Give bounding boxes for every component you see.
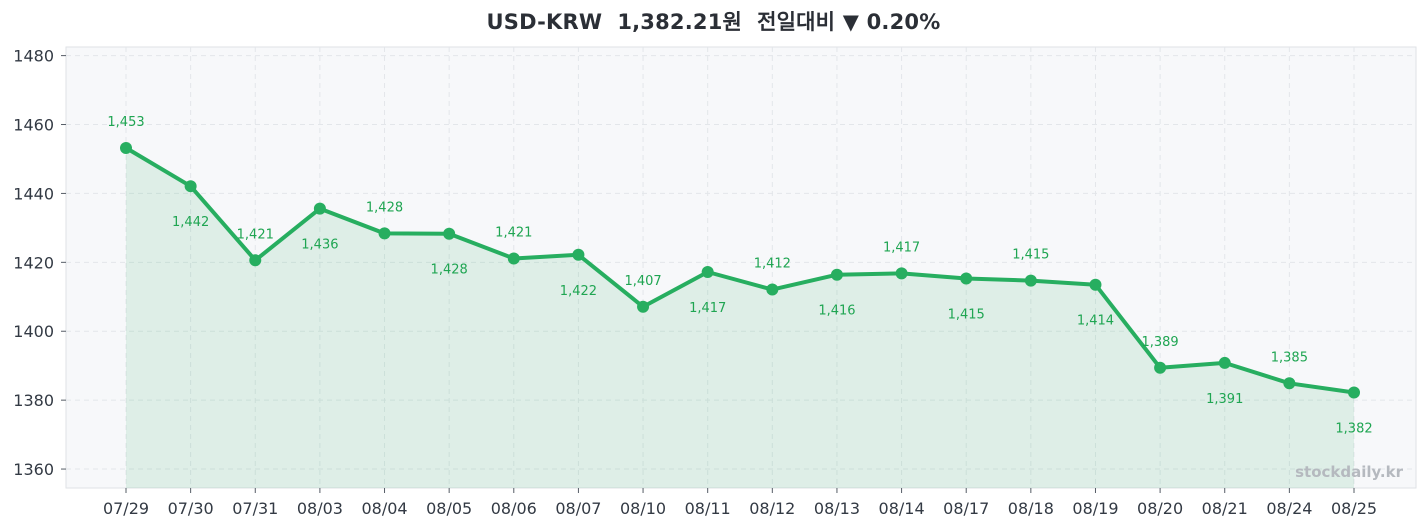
data-point (443, 227, 456, 240)
grid-lines (66, 47, 1416, 488)
x-tick-label: 08/07 (555, 499, 601, 518)
data-point (1089, 278, 1102, 291)
data-label: 1,428 (431, 263, 468, 278)
series-line (124, 146, 1355, 395)
data-point (1283, 377, 1296, 390)
data-label: 1,422 (560, 284, 597, 299)
data-label: 1,453 (107, 115, 144, 130)
data-label: 1,415 (948, 308, 985, 323)
x-tick-label: 07/31 (232, 499, 278, 518)
data-point (960, 272, 973, 285)
data-label: 1,415 (1012, 248, 1049, 263)
title-pair: USD-KRW (486, 10, 603, 34)
plot-area (65, 46, 1417, 489)
x-tick-label: 08/17 (943, 499, 989, 518)
data-point (572, 248, 585, 261)
data-points (120, 141, 1360, 399)
data-point (378, 227, 391, 240)
title-change-arrow: ▼ (842, 10, 860, 34)
y-tick-label: 1420 (13, 253, 54, 272)
x-tick-label: 08/21 (1202, 499, 1248, 518)
x-tick-label: 08/13 (814, 499, 860, 518)
data-label: 1,389 (1141, 335, 1178, 350)
data-label: 1,391 (1206, 392, 1243, 407)
y-tick-label: 1480 (13, 47, 54, 66)
data-label: 1,428 (366, 200, 403, 215)
watermark: stockdaily.kr (1295, 463, 1403, 481)
data-label: 1,412 (754, 257, 791, 272)
data-point (249, 254, 262, 267)
y-tick-label: 1380 (13, 391, 54, 410)
data-labels: 1,453 1,442 1,421 1,436 1,428 1,428 1,421 1,422… (107, 115, 1372, 437)
y-tick-label: 1460 (13, 116, 54, 135)
x-tick-label: 08/03 (297, 499, 343, 518)
x-tick-label: 08/11 (685, 499, 731, 518)
data-label: 1,421 (495, 226, 532, 241)
x-tick-label: 07/30 (168, 499, 214, 518)
data-label: 1,414 (1077, 314, 1114, 329)
x-axis: 07/29 07/30 07/31 08/03 08/04 08/05 08/06 08/07… (103, 488, 1377, 518)
data-point (830, 268, 843, 281)
data-point (766, 283, 779, 296)
data-point (184, 180, 197, 193)
x-tick-label: 07/29 (103, 499, 149, 518)
y-tick-label: 1360 (13, 460, 54, 479)
data-point (507, 252, 520, 265)
x-tick-label: 08/20 (1137, 499, 1183, 518)
data-label: 1,382 (1335, 422, 1372, 437)
data-label: 1,442 (172, 215, 209, 230)
data-label: 1,407 (624, 274, 661, 289)
y-axis: 1360 1380 1400 1420 1440 1460 1480 (13, 47, 66, 479)
data-label: 1,436 (301, 238, 338, 253)
x-tick-label: 08/06 (491, 499, 537, 518)
x-tick-label: 08/10 (620, 499, 666, 518)
data-point (1024, 274, 1037, 287)
area-fill (126, 147, 1354, 488)
data-point (637, 300, 650, 313)
title-price: 1,382.21원 (617, 10, 743, 34)
x-tick-label: 08/05 (426, 499, 472, 518)
data-label: 1,417 (689, 301, 726, 316)
title-change-label: 전일대비 (757, 10, 836, 34)
x-tick-label: 08/25 (1331, 499, 1377, 518)
y-tick-label: 1400 (13, 322, 54, 341)
x-tick-label: 08/19 (1072, 499, 1118, 518)
x-tick-label: 08/12 (749, 499, 795, 518)
x-tick-label: 08/14 (879, 499, 925, 518)
data-point (1348, 386, 1360, 399)
data-point (895, 267, 908, 280)
data-point (1154, 361, 1167, 374)
data-point (701, 265, 714, 278)
data-point (120, 141, 132, 154)
data-label: 1,385 (1271, 350, 1308, 365)
title-change-pct: 0.20% (866, 10, 941, 34)
data-label: 1,417 (883, 240, 920, 255)
data-label: 1,416 (818, 304, 855, 319)
x-tick-label: 08/18 (1008, 499, 1054, 518)
data-label: 1,421 (237, 227, 274, 242)
x-tick-label: 08/04 (361, 499, 407, 518)
x-tick-label: 08/24 (1266, 499, 1312, 518)
y-tick-label: 1440 (13, 184, 54, 203)
data-point (1218, 356, 1231, 369)
data-point (313, 202, 326, 215)
chart-title: USD-KRW 1,382.21원 전일대비 ▼ 0.20% (0, 6, 1427, 36)
